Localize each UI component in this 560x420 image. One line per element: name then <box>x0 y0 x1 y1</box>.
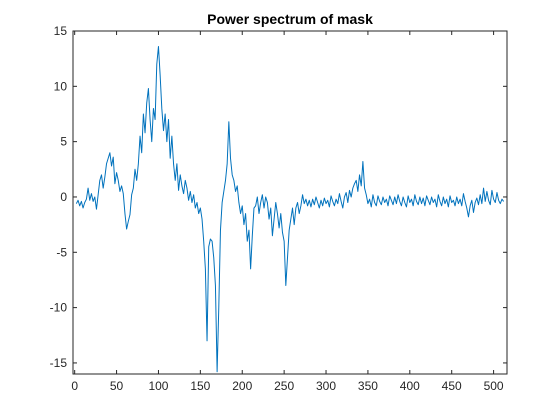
x-tick-label: 100 <box>148 379 168 393</box>
x-tick-label: 350 <box>358 379 378 393</box>
x-tick-label: 0 <box>71 379 78 393</box>
x-tick-label: 450 <box>442 379 462 393</box>
y-tick-label: 15 <box>54 24 68 38</box>
x-tick-label: 300 <box>316 379 336 393</box>
chart-title: Power spectrum of mask <box>207 11 373 27</box>
axes-box <box>72 30 508 375</box>
x-tick-label: 400 <box>400 379 420 393</box>
y-tick-label: -10 <box>50 301 68 315</box>
x-tick-label: 50 <box>110 379 124 393</box>
x-tick-label: 150 <box>190 379 210 393</box>
x-tick-label: 200 <box>232 379 252 393</box>
plot-area <box>73 31 507 374</box>
y-tick-label: 0 <box>60 190 67 204</box>
y-tick-label: -15 <box>50 356 68 370</box>
x-tick-label: 500 <box>484 379 504 393</box>
ticks-layer: 0 50 100 150 200 250 300 350 400 450 500 -15 -10 -5 0 5… <box>50 24 507 393</box>
x-tick-label: 250 <box>274 379 294 393</box>
y-tick-label: -5 <box>56 245 67 259</box>
y-tick-label: 5 <box>60 135 67 149</box>
series-layer <box>75 45 505 373</box>
series-line <box>75 45 505 373</box>
y-tick-label: 10 <box>54 79 68 93</box>
